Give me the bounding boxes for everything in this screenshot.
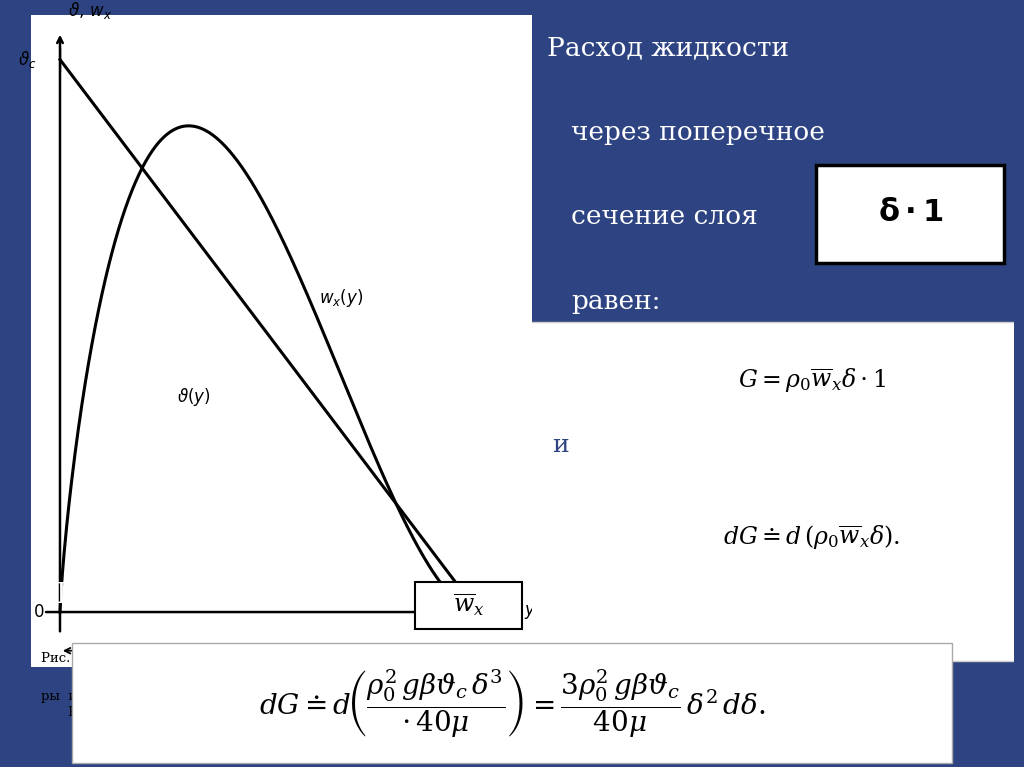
- Text: $G = \rho_0 \overline{w}_x \delta \cdot 1$: $G = \rho_0 \overline{w}_x \delta \cdot …: [737, 367, 886, 394]
- FancyBboxPatch shape: [72, 644, 952, 763]
- FancyBboxPatch shape: [415, 581, 522, 630]
- Text: $\mathbf{\delta \cdot 1}$: $\mathbf{\delta \cdot 1}$: [878, 196, 943, 228]
- Text: Подставляя значение: Подставляя значение: [56, 581, 377, 608]
- Text: Рис.  10-2.  Распределение  температу-: Рис. 10-2. Распределение температу-: [41, 652, 314, 665]
- Text: в уравнение, получаем:: в уравнение, получаем:: [527, 581, 876, 608]
- Text: Рис.  10-2.  Распределение  температу-: Рис. 10-2. Распределение температу-: [69, 706, 341, 719]
- Text: сечение слоя: сечение слоя: [571, 205, 758, 229]
- Text: $\vartheta(y)$: $\vartheta(y)$: [177, 386, 211, 408]
- Text: $dG \doteq d\,(\rho_0 \overline{w}_x \delta).$: $dG \doteq d\,(\rho_0 \overline{w}_x \de…: [723, 523, 900, 551]
- Text: $\overline{w}_x$: $\overline{w}_x$: [454, 591, 484, 618]
- Text: Расход жидкости: Расход жидкости: [547, 35, 788, 60]
- Text: ры  и  скорости  согласно  уравниям: ры и скорости согласно уравниям: [41, 690, 296, 703]
- Text: $y$: $y$: [524, 603, 537, 621]
- FancyBboxPatch shape: [816, 166, 1005, 263]
- Text: равен:: равен:: [571, 289, 660, 314]
- Text: и: и: [552, 434, 568, 457]
- Text: $\vartheta_c$: $\vartheta_c$: [18, 49, 37, 70]
- Text: $dG \doteq d\!\left(\dfrac{\rho^2_0\,g\beta\vartheta_c\,\delta^3}{\cdot\,40\mu}\: $dG \doteq d\!\left(\dfrac{\rho^2_0\,g\b…: [259, 668, 765, 740]
- Text: $0$: $0$: [34, 604, 45, 621]
- Text: $w_x(y)$: $w_x(y)$: [319, 287, 364, 308]
- Text: $\delta$: $\delta$: [263, 659, 275, 677]
- FancyBboxPatch shape: [527, 322, 1019, 661]
- Text: через поперечное: через поперечное: [571, 120, 825, 145]
- Text: $\vartheta,\, w_x$: $\vartheta,\, w_x$: [69, 0, 113, 21]
